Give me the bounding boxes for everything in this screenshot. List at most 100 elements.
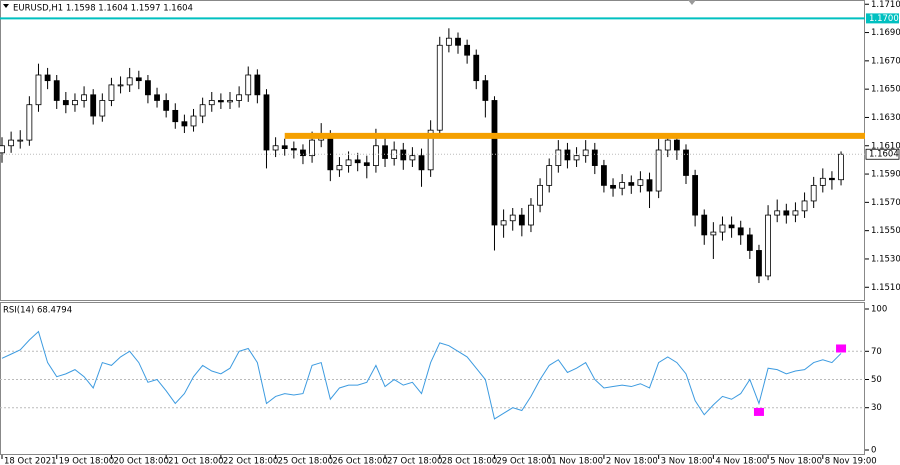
menu-arrow <box>3 4 9 8</box>
x-tick-label: 1 Nov 18:00 <box>551 457 603 465</box>
candle-body <box>300 149 306 157</box>
candle-body <box>409 155 416 161</box>
candle-body <box>81 94 87 101</box>
candle-body <box>72 100 78 106</box>
shift-marker <box>688 0 696 5</box>
x-tick-label: 19 Oct 18:00 <box>59 457 114 465</box>
candle-body <box>354 159 361 164</box>
candle-body <box>710 231 717 236</box>
candle-body <box>664 139 671 151</box>
y-tick-label: 30 <box>871 403 882 413</box>
pane-title: EURUSD,H1 1.1598 1.1604 1.1597 1.1604 <box>13 4 193 14</box>
candle-body <box>290 148 297 151</box>
y-tick-label: 1.1570 <box>871 198 900 208</box>
candle-body <box>217 100 224 103</box>
y-tick-label: 1.1710 <box>871 0 900 10</box>
candle-body <box>26 104 33 141</box>
candle-body <box>190 115 197 127</box>
candle-body <box>281 145 288 149</box>
candle-body <box>181 121 188 127</box>
y-tick-label: 1.1690 <box>871 28 900 38</box>
y-tick-label: 1.1530 <box>871 254 900 264</box>
candle-body <box>829 177 835 181</box>
pane-title: RSI(14) 68.4794 <box>3 306 72 316</box>
signal-marker <box>753 407 764 416</box>
candle-body <box>418 155 425 171</box>
candle-body <box>801 200 808 212</box>
candle-body <box>400 149 407 161</box>
candle-body <box>427 129 434 171</box>
candle-body <box>655 149 662 192</box>
y-tick-label: 1.1550 <box>871 226 900 236</box>
candle-body <box>564 149 571 161</box>
candle-body <box>573 155 580 161</box>
candle-body <box>810 184 817 202</box>
candle-body <box>436 44 443 131</box>
candle-body <box>719 224 726 233</box>
candle-body <box>555 149 562 166</box>
y-tick-label: 1.1650 <box>871 85 900 95</box>
candle-body <box>610 184 616 189</box>
candle-body <box>582 149 589 157</box>
candle-body <box>591 149 598 166</box>
candle-body <box>44 74 51 82</box>
y-tick-label: 70 <box>871 347 882 357</box>
candle-body <box>345 159 352 166</box>
hline-label: 1.1700 <box>869 14 899 24</box>
candle-body <box>254 74 261 96</box>
y-tick-label: 1.1610 <box>871 141 900 151</box>
candle-body <box>673 139 680 151</box>
x-tick-label: 27 Oct 18:00 <box>387 457 442 465</box>
candle-body <box>90 94 97 117</box>
candle-body <box>117 84 124 87</box>
candle-body <box>528 204 534 226</box>
current-price-box <box>865 148 900 160</box>
candle-body <box>208 100 215 106</box>
x-tick-label: 8 Nov 19:00 <box>825 457 877 465</box>
candle-body <box>154 94 160 101</box>
candle-body <box>382 145 388 159</box>
candle-body <box>145 80 151 96</box>
y-tick-label: 1.1510 <box>871 283 900 293</box>
candle-body <box>692 175 699 216</box>
x-tick-label: 26 Oct 18:00 <box>332 457 387 465</box>
candle-body <box>126 77 133 86</box>
rsi-pane <box>0 302 865 455</box>
candle-body <box>245 74 252 96</box>
candle-body <box>336 165 343 171</box>
candle-body <box>108 84 115 101</box>
y-tick-label: 1.1590 <box>871 170 900 180</box>
candle-body <box>765 214 771 277</box>
candle-body <box>263 94 270 151</box>
candle-body <box>701 214 708 236</box>
candle-body <box>199 104 206 117</box>
candle-body <box>783 210 790 216</box>
candle-body <box>737 227 744 236</box>
candle-body <box>272 145 279 151</box>
x-tick-label: 25 Oct 18:00 <box>278 457 333 465</box>
candle-body <box>537 184 543 206</box>
x-tick-label: 21 Oct 18:00 <box>168 457 223 465</box>
candle-body <box>756 250 762 277</box>
candle-body <box>838 153 844 181</box>
candle-body <box>683 149 689 176</box>
rsi-line <box>1 330 842 420</box>
y-tick-label: 50 <box>871 375 882 385</box>
candle-body <box>163 100 170 111</box>
signal-marker <box>836 344 847 353</box>
candle-body <box>646 179 653 192</box>
x-tick-label: 22 Oct 18:00 <box>223 457 278 465</box>
candle-body <box>236 94 243 101</box>
candle-body <box>491 100 498 226</box>
candle-body <box>227 100 233 103</box>
candle-body <box>35 74 42 106</box>
candle-body <box>464 44 471 56</box>
x-tick-label: 18 Oct 2021 <box>4 457 57 465</box>
candle-body <box>327 135 334 171</box>
candle-body <box>728 224 735 229</box>
candle-body <box>774 210 781 216</box>
x-tick-label: 20 Oct 18:00 <box>113 457 168 465</box>
candle-body <box>17 139 24 142</box>
